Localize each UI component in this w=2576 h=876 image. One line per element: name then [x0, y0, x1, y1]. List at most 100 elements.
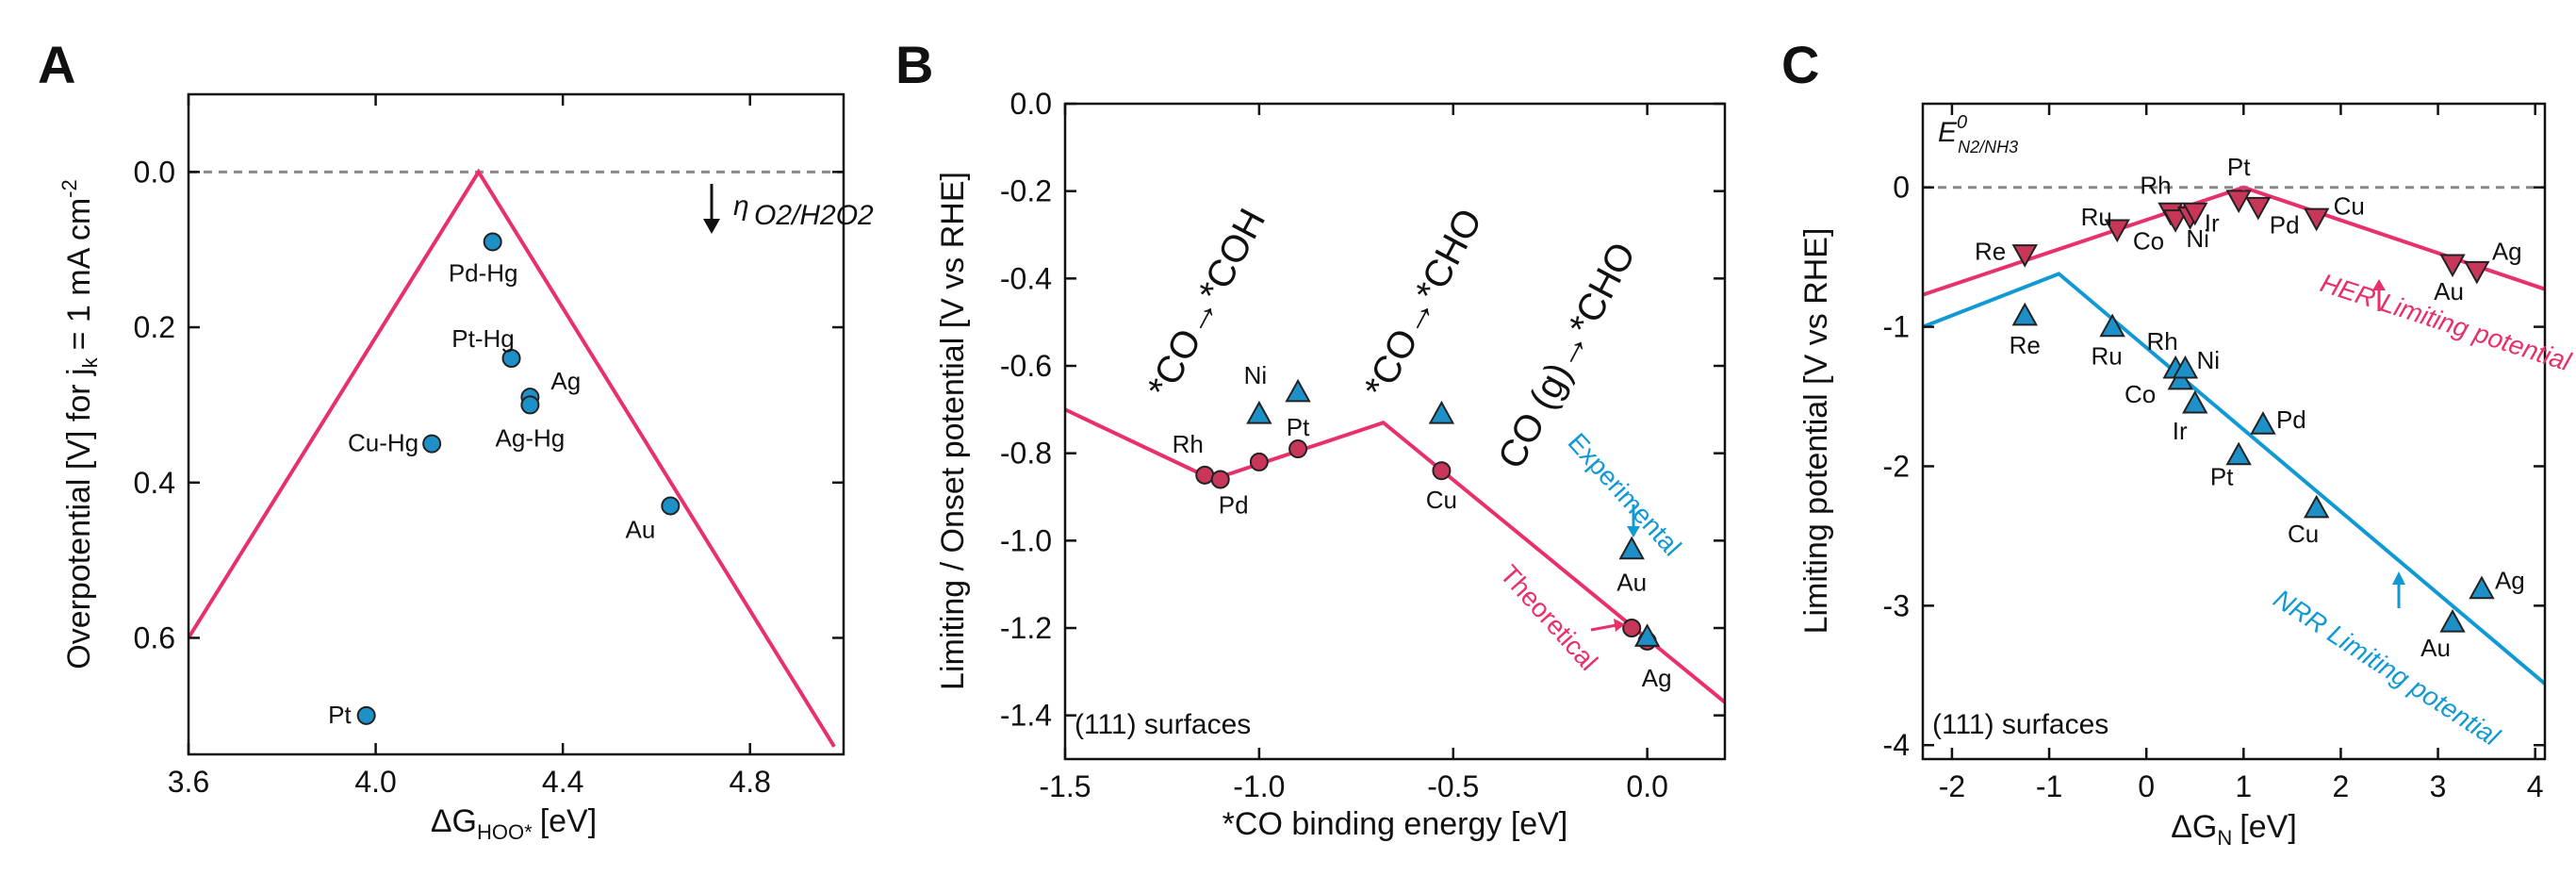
panel-a-point-cu-hg — [422, 434, 442, 454]
panel-b-exp-point-au — [1618, 536, 1645, 560]
panel-b-theory-point-cu — [1432, 461, 1452, 481]
panel-c-xtick-label: 1 — [2235, 769, 2252, 803]
step-label-cho: *CO→*CHO — [1356, 202, 1490, 405]
panel-b-theory-point-au — [1622, 619, 1642, 637]
panel-c-nrr-line — [1923, 272, 2545, 686]
panel-b-theory-label-cu: Cu — [1426, 486, 1457, 514]
panel-c-nrr-label-ag: Ag — [2495, 567, 2525, 595]
experimental-label: Experimental — [1563, 427, 1687, 561]
panel-c-nrr-label-ru: Ru — [2091, 342, 2122, 371]
panel-c-letter: C — [1781, 35, 1819, 94]
panel-b-theory-point-pd — [1210, 470, 1230, 489]
panel-c-nrr-label-au: Au — [2420, 634, 2451, 662]
panel-c-her-label-co: Co — [2133, 227, 2164, 256]
panel-b-ytick-label: -0.2 — [1000, 174, 1052, 208]
panel-b-letter: B — [895, 35, 933, 94]
panel-c-her-point-co — [2162, 209, 2189, 233]
panel-a-point-ag-hg — [520, 395, 540, 415]
panel-c-nrr-label-pd: Pd — [2276, 405, 2306, 434]
panel-b-ytick-label: -1.4 — [1000, 699, 1052, 733]
panel-b-surface-note: (111) surfaces — [1075, 709, 1251, 740]
panel-b-xtick-label: 0.0 — [1626, 769, 1667, 803]
panel-c-xtick-label: 4 — [2527, 769, 2544, 803]
panel-c-nrr-point-au — [2439, 609, 2466, 633]
panel-c-xtick-label: 3 — [2430, 769, 2447, 803]
theoretical-label: Theoretical — [1495, 559, 1604, 676]
panel-a-xtick-label: 4.0 — [354, 765, 396, 799]
panel-c-her-point-ru — [2104, 219, 2130, 243]
panel-c-nrr-point-ir — [2182, 389, 2208, 414]
panel-a-label-ag: Ag — [550, 367, 581, 395]
panel-c-nrr-label-rh: Rh — [2147, 327, 2178, 355]
panel-c-nrr-label-re: Re — [2010, 331, 2041, 359]
panel-c-nrr-point-cu — [2303, 494, 2330, 519]
panel-b-theory-label-pd: Pd — [1219, 490, 1249, 519]
panel-a-frame — [187, 92, 845, 756]
panel-a-point-pt — [356, 705, 376, 725]
panel-c-her-label-rh: Rh — [2140, 171, 2171, 199]
panel-c-xtick-label: -2 — [1939, 769, 1965, 803]
panel-b-ytick-label: -0.8 — [1000, 437, 1052, 471]
panel-c-nrr-point-ni — [2172, 355, 2199, 379]
panel-c-her-label-pt: Pt — [2227, 153, 2251, 181]
panel-b-exp-point-ni — [1246, 400, 1272, 424]
panel-c-ylabel: Limiting potential [V vs RHE] — [1798, 228, 1834, 635]
panel-c-her-label-ru: Ru — [2081, 203, 2112, 231]
panel-b-chart: Rh Pd Cu Ag Ni Pt Au -1.5 -1.0 -0.5 0.0 0.0 -0.2 -0.… — [935, 87, 1727, 842]
panel-c-her-point-ir — [2182, 202, 2208, 226]
panel-a-xtick-label: 3.6 — [168, 765, 209, 799]
panel-c-nrr-label-pt: Pt — [2210, 463, 2234, 491]
panel-a-label-pd-hg: Pd-Hg — [449, 258, 518, 287]
panel-b-exp-label-ni: Ni — [1244, 361, 1268, 389]
panel-c-ytick-label: -2 — [1883, 449, 1910, 483]
panel-b-ylabel: Limiting / Onset potential [V vs RHE] — [935, 172, 971, 690]
panel-c-her-point-re — [2011, 244, 2038, 268]
panel-a-ytick-label: 0.0 — [134, 155, 175, 189]
nrr-line-label: NRR Limiting potential — [2269, 584, 2505, 752]
e0-reference-label: E0 N2/NH3 — [1938, 112, 2018, 157]
panel-b-exp-point-cu — [1428, 400, 1455, 424]
panel-a-point-au — [661, 496, 681, 516]
panel-c-frame — [1921, 102, 2547, 761]
svg-text:O2/H2O2: O2/H2O2 — [754, 200, 874, 231]
panel-a-point-pt-hg — [501, 349, 521, 368]
panel-b-xtick-label: -1.5 — [1039, 769, 1091, 803]
panel-c-her-label-pd: Pd — [2270, 210, 2300, 239]
panel-b-ytick-label: -1.2 — [1000, 611, 1052, 645]
panel-a-label-au: Au — [626, 515, 656, 543]
panel-c-xtick-label: 2 — [2333, 769, 2350, 803]
panel-c-nrr-point-re — [2011, 302, 2038, 326]
panel-b-exp-point-pt — [1285, 378, 1311, 403]
step-label-gas-cho: CO (g)→*CHO — [1490, 236, 1644, 475]
panel-a-label-pt-hg: Pt-Hg — [451, 324, 514, 353]
panel-c-nrr-label-ni: Ni — [2196, 346, 2220, 374]
panel-a-label-ag-hg: Ag-Hg — [496, 423, 566, 452]
panel-a-ytick-label: 0.2 — [134, 310, 175, 344]
panel-b-theory-point-rh — [1195, 465, 1215, 485]
panel-a-ytick-label: 0.4 — [134, 466, 175, 500]
panel-b-frame — [1063, 102, 1727, 761]
panel-b-ytick-label: 0.0 — [1010, 87, 1052, 121]
panel-c-her-label-cu: Cu — [2334, 191, 2365, 220]
panel-c-xtick-label: 0 — [2138, 769, 2155, 803]
panel-c-ytick-label: -4 — [1883, 728, 1910, 762]
panel-c-her-point-ag — [2464, 260, 2490, 285]
panel-a-xtick-label: 4.8 — [729, 765, 770, 799]
panel-a-letter: A — [38, 35, 75, 94]
panel-c-nrr-label-ir: Ir — [2173, 417, 2188, 445]
panel-c-xlabel: ΔGN [eV] — [2171, 809, 2297, 850]
panel-c-surface-note: (111) surfaces — [1932, 709, 2108, 740]
panel-b-ytick-label: -0.4 — [1000, 261, 1052, 295]
panel-c-nrr-label-co: Co — [2125, 380, 2156, 408]
panel-c-nrr-label-cu: Cu — [2288, 520, 2319, 548]
panel-c-nrr-point-ag — [2469, 575, 2495, 600]
panel-a-label-pt: Pt — [328, 701, 352, 729]
panel-c-ytick-label: 0 — [1893, 171, 1910, 205]
panel-b-ytick-label: -0.6 — [1000, 349, 1052, 383]
panel-c-her-label-ir: Ir — [2205, 208, 2220, 237]
panel-b-exp-label-pt: Pt — [1287, 413, 1310, 441]
panel-c-xtick-label: -1 — [2036, 769, 2062, 803]
panel-b-theory-point-pt — [1288, 439, 1308, 459]
panel-a-xlabel: ΔGHOO* [eV] — [431, 803, 597, 844]
